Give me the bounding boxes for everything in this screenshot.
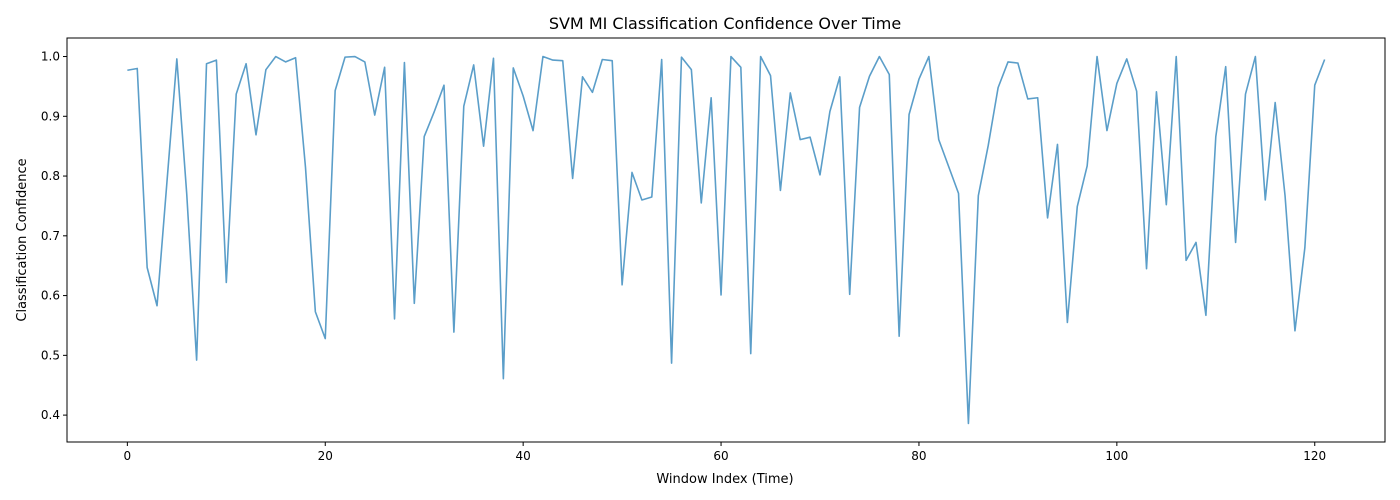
x-tick-label: 20 xyxy=(318,449,333,463)
y-axis-label: Classification Confidence xyxy=(15,158,30,321)
y-tick-label: 1.0 xyxy=(41,50,60,64)
y-tick-label: 0.4 xyxy=(41,408,60,422)
y-tick-label: 0.8 xyxy=(41,169,60,183)
y-tick-label: 0.9 xyxy=(41,109,60,123)
axes-frame xyxy=(66,37,1386,443)
series-line-0 xyxy=(127,55,1326,425)
x-tick-label: 100 xyxy=(1105,449,1128,463)
x-tick-label: 80 xyxy=(911,449,926,463)
y-tick-label: 0.6 xyxy=(41,289,60,303)
chart-title: SVM MI Classification Confidence Over Ti… xyxy=(549,14,901,33)
plot-area: 0 20 40 60 80 100 120 0.4 0.5 0.6 0.7 0.8 0.9 1.0 xyxy=(41,37,1386,463)
x-axis-label: Window Index (Time) xyxy=(656,472,793,487)
x-tick-label: 120 xyxy=(1303,449,1326,463)
y-tick-label: 0.5 xyxy=(41,348,60,362)
y-tick-label: 0.7 xyxy=(41,229,60,243)
x-tick-label: 60 xyxy=(713,449,728,463)
x-tick-label: 0 xyxy=(124,449,132,463)
x-tick-label: 40 xyxy=(516,449,531,463)
